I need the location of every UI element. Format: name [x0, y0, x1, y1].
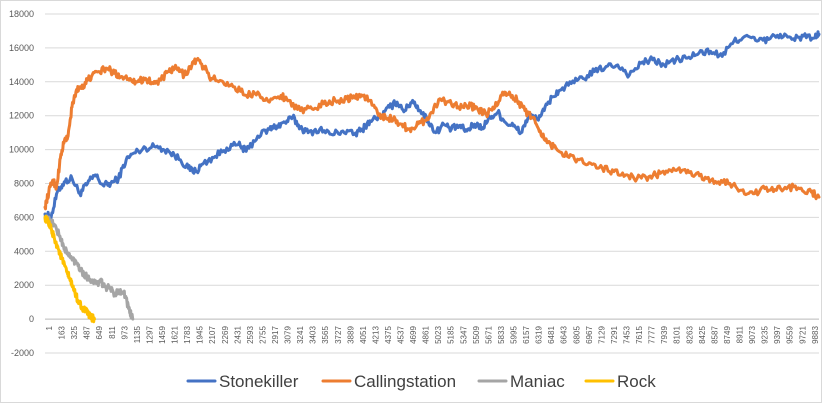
x-tick-label: 7129 — [597, 326, 606, 344]
y-tick-label: 14000 — [9, 77, 34, 87]
x-axis: 1 163 325 487 649 811 973 1135 1297 1459 1621 1783 1… — [45, 318, 820, 344]
x-tick-label: 3241 — [296, 326, 305, 344]
x-tick-label: 7291 — [610, 326, 619, 344]
x-tick-label: 9397 — [773, 326, 782, 344]
x-tick-label: 811 — [108, 326, 117, 339]
x-tick-label: 5185 — [447, 326, 456, 344]
x-tick-label: 2431 — [233, 326, 242, 344]
x-tick-label: 1945 — [196, 326, 205, 344]
y-tick-label: 12000 — [9, 111, 34, 121]
x-tick-label: 5509 — [472, 326, 481, 344]
y-tick-label: 10000 — [9, 145, 34, 155]
x-tick-label: 7777 — [648, 326, 657, 344]
x-tick-label: 3403 — [309, 326, 318, 344]
x-tick-label: 3727 — [334, 326, 343, 344]
series-lines — [43, 30, 821, 324]
x-tick-label: 487 — [83, 326, 92, 340]
x-tick-label: 1459 — [158, 326, 167, 344]
gridlines — [45, 13, 819, 354]
y-tick-label: 4000 — [14, 246, 34, 256]
x-tick-label: 6319 — [535, 326, 544, 344]
x-tick-label: 5671 — [484, 326, 493, 344]
legend-item-callingstation: Callingstation — [321, 372, 456, 391]
x-tick-label: 9235 — [761, 326, 770, 344]
x-tick-label: 8749 — [723, 326, 732, 344]
y-tick-label: 18000 — [9, 9, 34, 19]
x-tick-label: 3565 — [321, 326, 330, 344]
legend: Stonekiller Callingstation Maniac Rock — [186, 372, 656, 391]
y-axis: -2000 0 2000 4000 6000 8000 10000 12000 14000 160… — [9, 9, 34, 358]
x-tick-label: 5995 — [510, 326, 519, 344]
x-tick-label: 3889 — [346, 326, 355, 344]
x-tick-label: 6643 — [560, 326, 569, 344]
x-tick-label: 8911 — [736, 326, 745, 344]
x-tick-label: 973 — [120, 326, 129, 340]
legend-label: Stonekiller — [219, 372, 299, 391]
x-tick-label: 3079 — [284, 326, 293, 344]
x-tick-label: 1297 — [145, 326, 154, 344]
legend-item-rock: Rock — [584, 372, 656, 391]
series-line-stonekiller — [43, 30, 821, 222]
x-tick-label: 8587 — [710, 326, 719, 344]
x-tick-label: 4699 — [409, 326, 418, 344]
y-tick-label: -2000 — [11, 348, 34, 358]
x-tick-label: 1621 — [171, 326, 180, 344]
legend-item-stonekiller: Stonekiller — [186, 372, 299, 391]
x-tick-label: 4375 — [384, 326, 393, 344]
legend-label: Maniac — [510, 372, 565, 391]
series-line-rock — [43, 214, 96, 324]
x-tick-label: 649 — [95, 326, 104, 340]
series-line-maniac — [43, 214, 135, 321]
x-tick-label: 6481 — [547, 326, 556, 344]
x-tick-label: 9559 — [786, 326, 795, 344]
x-tick-label: 8425 — [698, 326, 707, 344]
legend-item-maniac: Maniac — [477, 372, 565, 391]
series-line-callingstation — [43, 56, 821, 211]
x-tick-label: 1135 — [133, 326, 142, 344]
x-tick-label: 9883 — [811, 326, 820, 344]
x-tick-label: 4537 — [397, 326, 406, 344]
x-tick-label: 2917 — [271, 326, 280, 344]
y-tick-label: 0 — [29, 314, 34, 324]
x-tick-label: 2107 — [208, 326, 217, 344]
x-tick-label: 8101 — [673, 326, 682, 344]
x-tick-label: 163 — [58, 326, 67, 340]
x-tick-label: 4861 — [422, 326, 431, 344]
x-tick-label: 7453 — [623, 326, 632, 344]
x-tick-label: 325 — [70, 326, 79, 340]
x-tick-label: 7615 — [635, 326, 644, 344]
x-tick-label: 2593 — [246, 326, 255, 344]
x-tick-label: 5833 — [497, 326, 506, 344]
x-tick-label: 1783 — [183, 326, 192, 344]
y-tick-label: 16000 — [9, 43, 34, 53]
legend-label: Rock — [617, 372, 656, 391]
x-tick-label: 5023 — [434, 326, 443, 344]
x-tick-label: 9721 — [798, 326, 807, 344]
x-tick-label: 4213 — [371, 326, 380, 344]
x-tick-label: 1 — [45, 326, 54, 331]
x-tick-label: 8263 — [685, 326, 694, 344]
x-tick-label: 2269 — [221, 326, 230, 344]
x-tick-label: 2755 — [258, 326, 267, 344]
x-tick-label: 5347 — [459, 326, 468, 344]
y-tick-label: 2000 — [14, 280, 34, 290]
legend-label: Callingstation — [354, 372, 456, 391]
x-tick-label: 7939 — [660, 326, 669, 344]
x-tick-label: 6967 — [585, 326, 594, 344]
x-tick-label: 4051 — [359, 326, 368, 344]
y-tick-label: 8000 — [14, 179, 34, 189]
x-tick-label: 6157 — [522, 326, 531, 344]
x-tick-label: 6805 — [572, 326, 581, 344]
y-tick-label: 6000 — [14, 212, 34, 222]
x-tick-label: 9073 — [748, 326, 757, 344]
